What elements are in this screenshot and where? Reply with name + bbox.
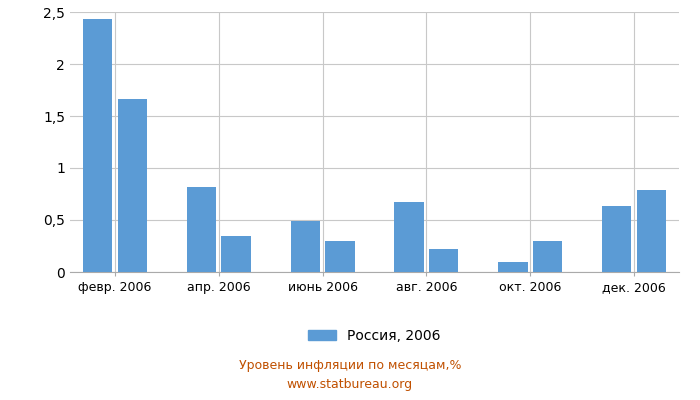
Bar (290, 221, 320, 272)
Bar (187, 187, 216, 272)
Bar (118, 99, 147, 272)
Bar (326, 241, 355, 272)
Text: Уровень инфляции по месяцам,%: Уровень инфляции по месяцам,% (239, 360, 461, 372)
Bar (221, 236, 251, 272)
Bar (636, 190, 666, 272)
Bar (533, 241, 562, 272)
Bar (429, 249, 458, 272)
Bar (602, 206, 631, 272)
Bar (83, 19, 113, 272)
Bar (498, 262, 528, 272)
Text: www.statbureau.org: www.statbureau.org (287, 378, 413, 391)
Legend: Россия, 2006: Россия, 2006 (302, 323, 447, 348)
Bar (394, 202, 424, 272)
